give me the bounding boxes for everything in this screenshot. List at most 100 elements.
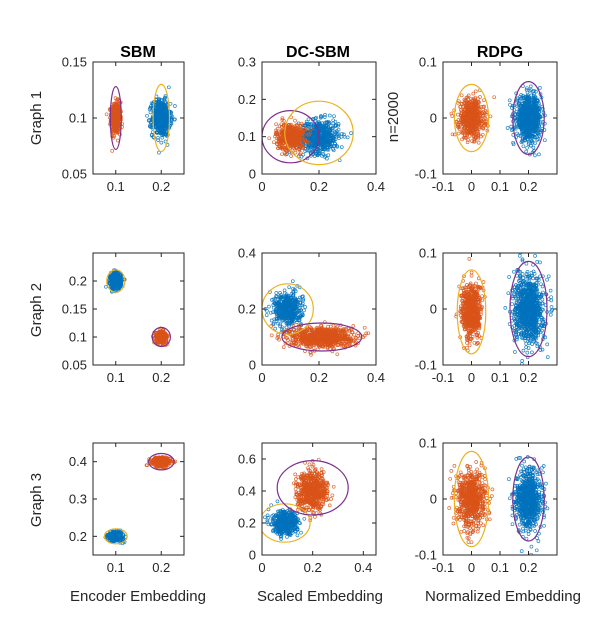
scatter-point	[324, 140, 328, 145]
scatter-point	[157, 122, 161, 126]
scatter-point	[160, 114, 165, 118]
chart-marks: 0.1 0.20.050.10.150 0.2 0.400.10.20.3-0.1 0 0…	[62, 55, 558, 575]
scatter-point	[460, 137, 464, 142]
scatter-point	[538, 120, 543, 125]
scatter-point	[166, 85, 171, 90]
scatter-point	[456, 99, 461, 104]
scatter-point	[173, 104, 177, 108]
scatter-point	[476, 121, 481, 125]
scatter-point	[463, 114, 468, 119]
scatter-point	[457, 127, 462, 131]
scatter-point	[112, 129, 117, 134]
scatter-point	[532, 118, 537, 123]
scatter-point	[479, 125, 484, 130]
y-tick-label: 0.1	[238, 129, 256, 144]
scatter-series-orange	[151, 326, 170, 348]
scatter-point	[164, 130, 169, 135]
scatter-point	[109, 117, 113, 122]
scatter-point	[157, 98, 161, 103]
scatter-point	[111, 115, 115, 119]
scatter-point	[162, 130, 167, 135]
y-tick-label: 0.2	[238, 92, 256, 107]
confidence-ellipse-yellow	[453, 83, 490, 153]
scatter-point	[282, 288, 287, 293]
scatter-point	[532, 89, 536, 93]
scatter-point	[278, 296, 282, 300]
scatter-point	[518, 96, 522, 101]
scatter-point	[463, 98, 468, 103]
scatter-point	[272, 317, 277, 322]
scatter-point	[325, 146, 329, 151]
scatter-point	[472, 102, 477, 107]
scatter-point	[533, 141, 537, 146]
scatter-point	[528, 135, 533, 140]
scatter-point	[297, 137, 302, 142]
scatter-point	[148, 124, 152, 129]
scatter-point	[533, 153, 537, 158]
scatter-point	[507, 98, 512, 103]
y-tick-label: 0.1	[69, 330, 87, 345]
x-tick-label: 0.4	[367, 179, 385, 194]
scatter-point	[272, 140, 276, 145]
scatter-point	[483, 112, 488, 117]
scatter-point	[531, 145, 536, 150]
scatter-point	[466, 138, 470, 142]
scatter-point	[313, 130, 318, 134]
scatter-point	[320, 135, 324, 140]
scatter-point	[340, 131, 344, 136]
scatter-point	[323, 155, 327, 159]
scatter-point	[280, 129, 285, 134]
y-tick-label: 0.05	[62, 358, 87, 373]
scatter-point	[537, 101, 541, 106]
scatter-point	[533, 101, 538, 106]
y-tick-label: 0	[430, 111, 437, 126]
scatter-point	[464, 104, 469, 108]
scatter-point	[332, 144, 336, 148]
scatter-point	[276, 132, 281, 137]
scatter-point	[163, 107, 168, 112]
scatter-point	[482, 98, 486, 103]
scatter-point	[305, 127, 310, 131]
scatter-point	[515, 98, 520, 103]
scatter-point	[302, 139, 307, 143]
scatter-point	[294, 314, 298, 319]
x-tick-label: 0	[258, 179, 265, 194]
scatter-point	[156, 138, 160, 142]
scatter-point	[297, 310, 301, 315]
y-tick-label: 0.05	[62, 167, 87, 182]
scatter-point	[525, 86, 529, 91]
scatter-point	[277, 305, 282, 309]
scatter-point	[270, 298, 274, 302]
scatter-point	[462, 133, 467, 138]
scatter-point	[160, 121, 165, 126]
scatter-point	[467, 128, 472, 133]
scatter-point	[280, 118, 285, 122]
scatter-series-blue	[505, 84, 547, 158]
scatter-point	[518, 108, 523, 113]
plot-area	[104, 268, 171, 348]
scatter-point	[276, 146, 281, 151]
scatter-point	[314, 115, 319, 120]
scatter-point	[516, 133, 521, 138]
scatter-point	[480, 121, 484, 126]
scatter-point	[274, 319, 279, 324]
scatter-point	[473, 89, 478, 94]
scatter-point	[530, 107, 535, 111]
scatter-point	[511, 142, 516, 147]
scatter-point	[149, 121, 153, 125]
scatter-point	[149, 133, 154, 138]
scatter-point	[264, 313, 269, 317]
scatter-point	[488, 114, 493, 119]
scatter-point	[274, 122, 278, 127]
scatter-point	[111, 275, 115, 279]
scatter-point	[290, 297, 295, 302]
scatter-point	[274, 295, 279, 299]
scatter-point	[326, 119, 331, 124]
scatter-point	[326, 153, 331, 158]
scatter-point	[283, 297, 288, 302]
scatter-point	[291, 313, 295, 318]
scatter-point	[278, 322, 283, 327]
confidence-ellipse-purple	[151, 326, 171, 348]
scatter-point	[460, 129, 465, 134]
scatter-point	[295, 304, 300, 309]
